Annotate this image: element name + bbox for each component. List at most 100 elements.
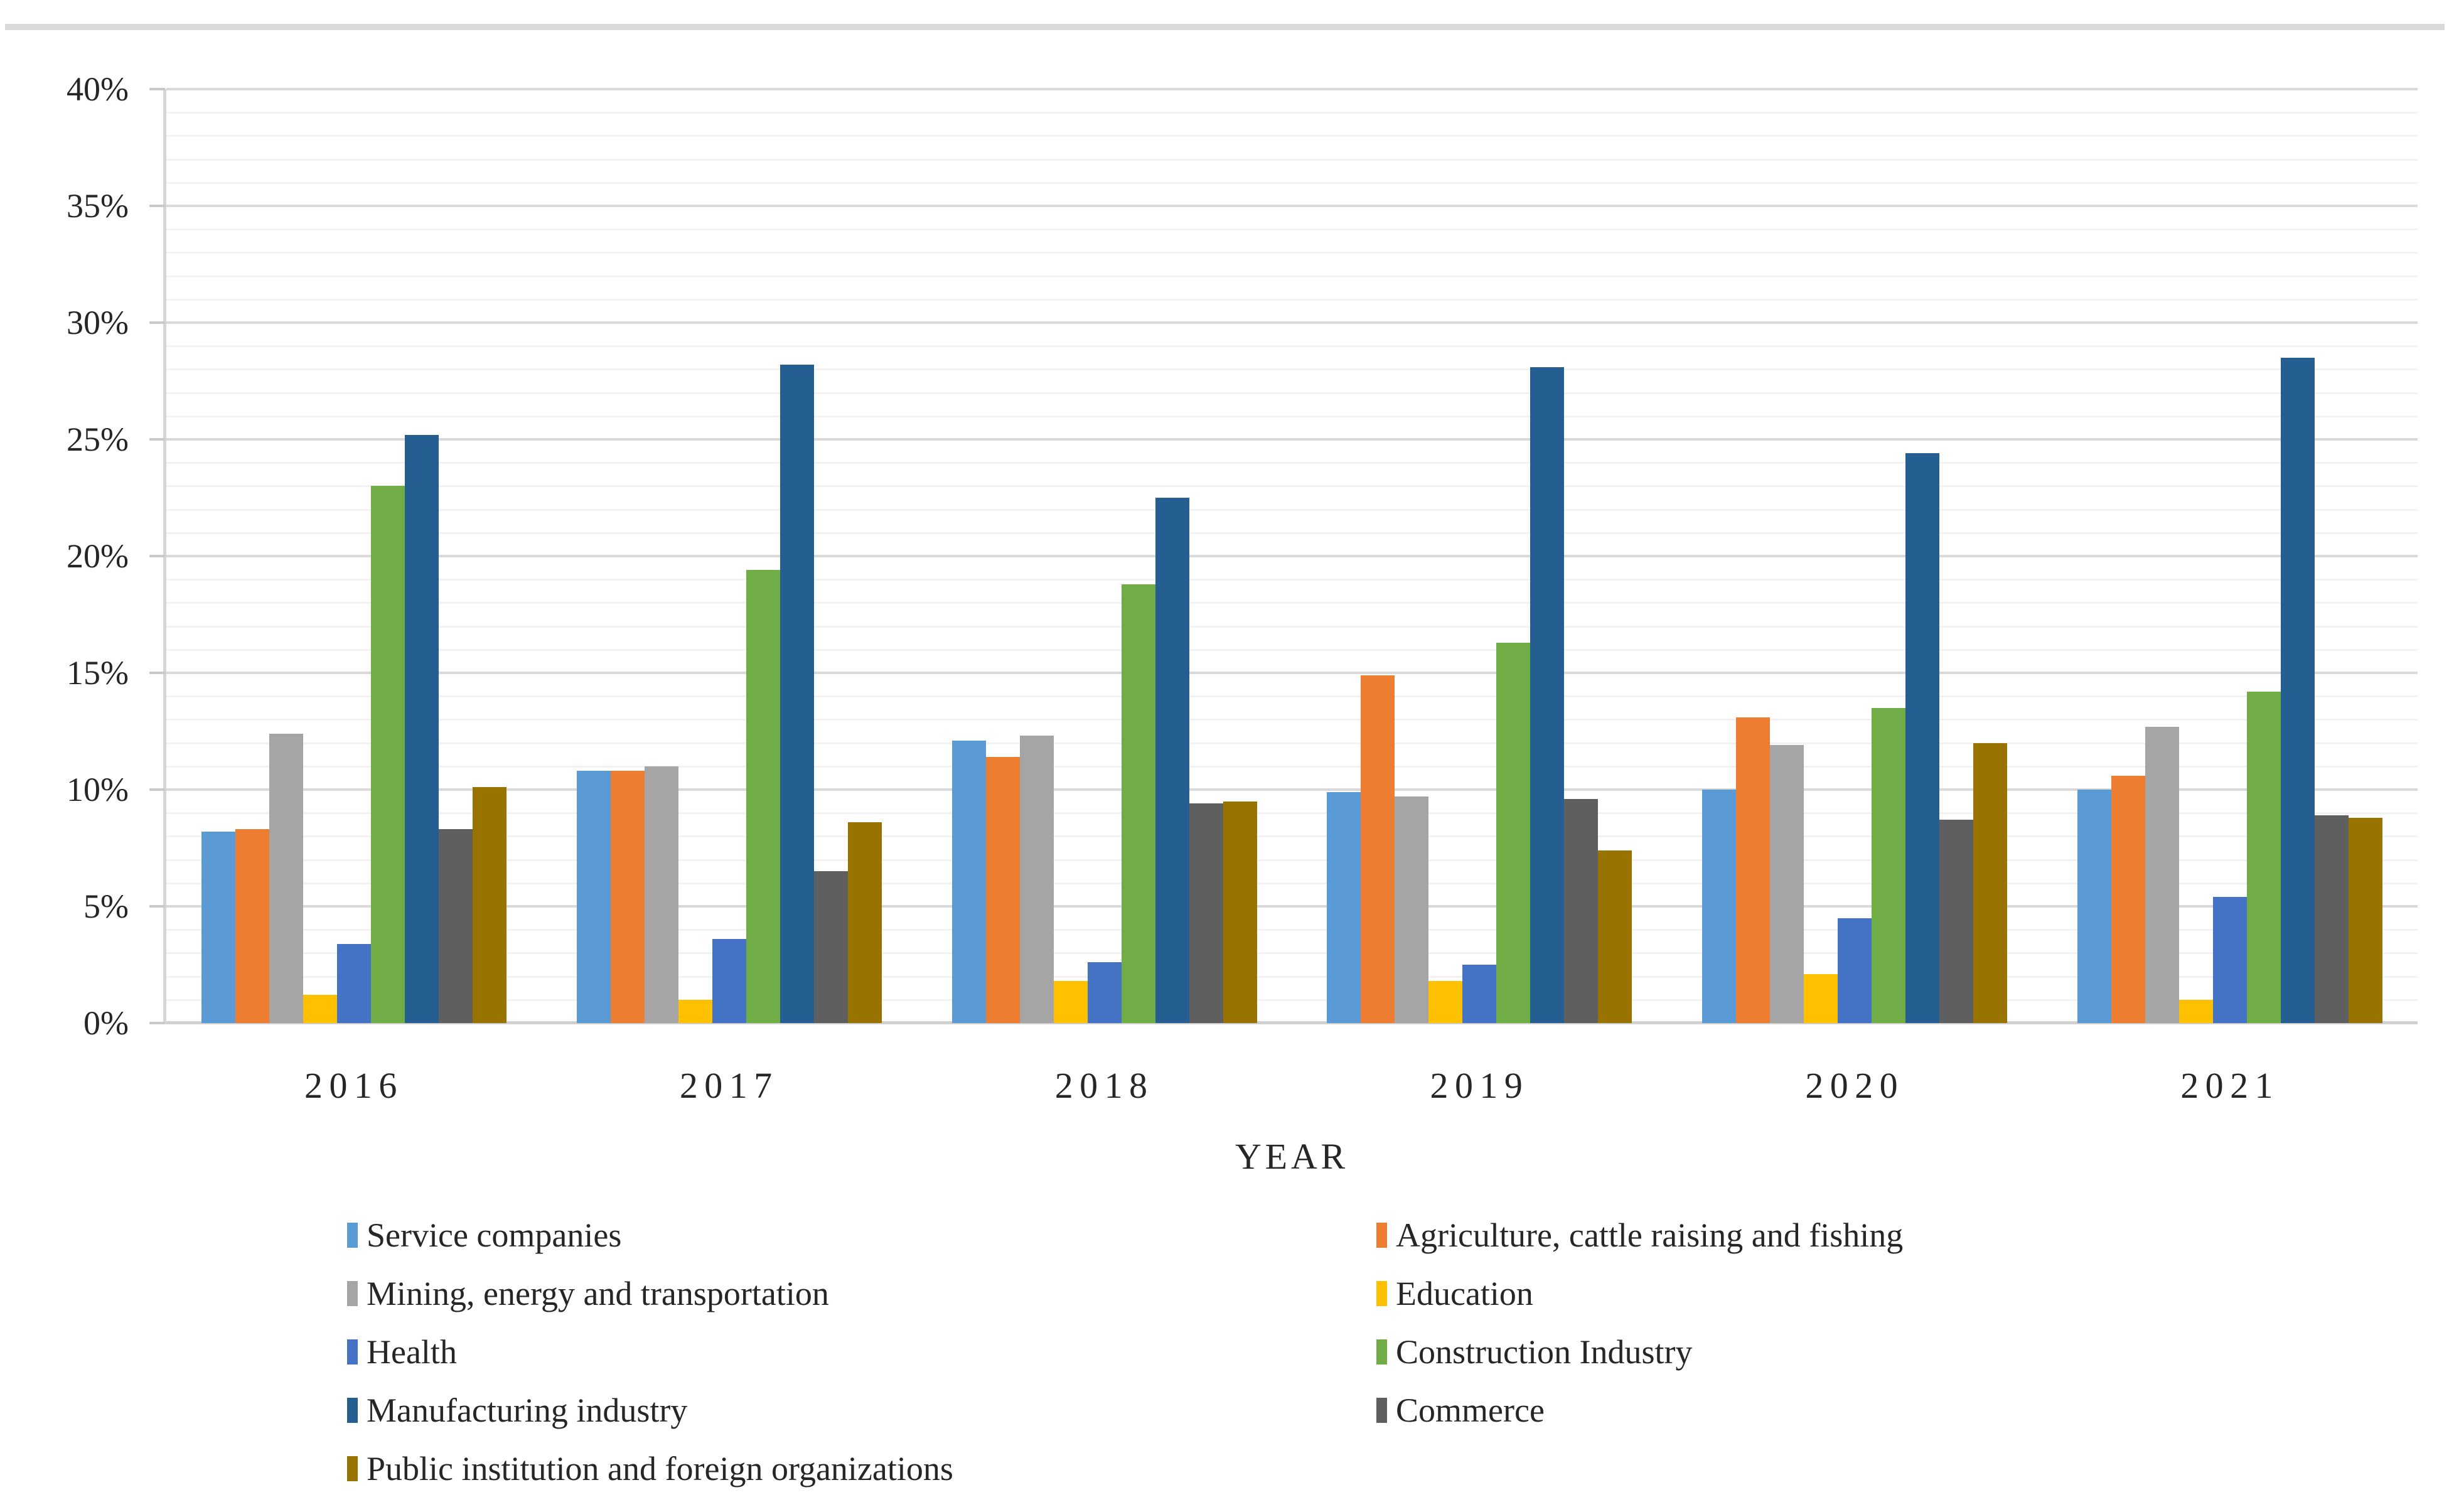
legend-swatch-icon — [347, 1456, 358, 1481]
legend-item-agriculture-cattle-raising-and-fishing: Agriculture, cattle raising and fishing — [1376, 1218, 1903, 1253]
y-tick-10% — [149, 788, 165, 791]
bar-2019-public-institution-and-foreign-organizations — [1598, 850, 1632, 1023]
legend-swatch-icon — [347, 1339, 358, 1365]
bar-2016-education — [303, 995, 337, 1023]
bar-2020-public-institution-and-foreign-organizations — [1973, 743, 2008, 1023]
bar-2017-service-companies — [576, 771, 611, 1023]
legend-label: Service companies — [367, 1216, 622, 1254]
bar-2021-health — [2213, 897, 2248, 1023]
legend-swatch-icon — [347, 1223, 358, 1248]
bar-2021-manufacturing-industry — [2281, 358, 2315, 1023]
bar-2016-service-companies — [201, 832, 235, 1023]
bar-2020-mining-energy-and-transportation — [1770, 745, 1804, 1023]
bar-2016-agriculture-cattle-raising-and-fishing — [235, 829, 269, 1023]
plot-area — [163, 88, 2418, 1024]
bar-2021-construction-industry — [2247, 692, 2281, 1023]
minor-gridline-2 — [166, 975, 2418, 978]
minor-gridline-26 — [166, 415, 2418, 417]
minor-gridline-12 — [166, 742, 2418, 744]
bar-2021-commerce — [2315, 815, 2349, 1023]
bar-group-2016 — [201, 435, 506, 1023]
bar-2016-manufacturing-industry — [404, 435, 439, 1023]
bar-2018-construction-industry — [1121, 584, 1155, 1023]
minor-gridline-27 — [166, 392, 2418, 394]
minor-gridline-11 — [166, 765, 2418, 768]
x-category-label-2019: 2019 — [1430, 1065, 1530, 1106]
legend-swatch-icon — [347, 1281, 358, 1306]
bar-2017-health — [712, 939, 746, 1023]
bar-2017-manufacturing-industry — [780, 365, 814, 1023]
legend-swatch-icon — [1376, 1223, 1387, 1248]
y-tick-40% — [149, 88, 165, 90]
y-tick-label-35%: 35% — [67, 187, 129, 225]
bar-2019-mining-energy-and-transportation — [1395, 796, 1429, 1023]
y-tick-5% — [149, 905, 165, 908]
major-gridline-15 — [166, 672, 2418, 674]
major-gridline-30 — [166, 321, 2418, 324]
bar-group-2017 — [576, 365, 882, 1023]
y-tick-label-40%: 40% — [67, 70, 129, 108]
major-gridline-40 — [166, 88, 2418, 90]
bar-2019-manufacturing-industry — [1530, 367, 1565, 1023]
minor-gridline-4 — [166, 929, 2418, 931]
bar-group-2021 — [2077, 358, 2383, 1023]
bar-2021-public-institution-and-foreign-organizations — [2349, 818, 2383, 1023]
y-tick-label-20%: 20% — [67, 537, 129, 575]
y-tick-label-30%: 30% — [67, 304, 129, 341]
legend-label: Education — [1396, 1275, 1533, 1312]
legend-item-health: Health — [347, 1334, 457, 1370]
major-gridline-35 — [166, 205, 2418, 207]
bar-2019-service-companies — [1327, 792, 1361, 1023]
y-tick-25% — [149, 438, 165, 441]
bar-2019-commerce — [1564, 799, 1599, 1023]
bar-2017-construction-industry — [746, 570, 780, 1023]
bar-2020-manufacturing-industry — [1905, 453, 1940, 1023]
bar-2018-manufacturing-industry — [1155, 498, 1189, 1023]
bar-2016-commerce — [438, 829, 473, 1023]
minor-gridline-33 — [166, 252, 2418, 254]
minor-gridline-13 — [166, 719, 2418, 721]
minor-gridline-22 — [166, 508, 2418, 511]
bar-2019-agriculture-cattle-raising-and-fishing — [1361, 675, 1395, 1023]
bar-2021-education — [2179, 1000, 2214, 1023]
y-tick-label-5%: 5% — [83, 887, 129, 925]
bar-2016-health — [336, 944, 371, 1023]
major-gridline-10 — [166, 788, 2418, 791]
y-tick-15% — [149, 672, 165, 674]
x-category-label-2020: 2020 — [1805, 1065, 1905, 1106]
legend-item-public-institution-and-foreign-organizations: Public institution and foreign organizat… — [347, 1451, 953, 1486]
bar-2019-construction-industry — [1496, 643, 1531, 1023]
legend-item-commerce: Commerce — [1376, 1393, 1545, 1428]
bar-2017-public-institution-and-foreign-organizations — [847, 822, 882, 1023]
minor-gridline-7 — [166, 859, 2418, 861]
bar-2020-health — [1838, 918, 1872, 1023]
legend-item-construction-industry: Construction Industry — [1376, 1334, 1692, 1370]
legend-swatch-icon — [1376, 1281, 1387, 1306]
minor-gridline-28 — [166, 368, 2418, 371]
minor-gridline-1 — [166, 999, 2418, 1001]
bar-group-2019 — [1327, 367, 1632, 1023]
bar-2020-construction-industry — [1872, 708, 1906, 1023]
bar-2016-public-institution-and-foreign-organizations — [472, 787, 506, 1023]
bar-2018-service-companies — [951, 741, 986, 1023]
minor-gridline-31 — [166, 298, 2418, 301]
y-tick-30% — [149, 321, 165, 324]
legend-swatch-icon — [1376, 1339, 1387, 1365]
x-category-label-2017: 2017 — [679, 1065, 779, 1106]
minor-gridline-21 — [166, 532, 2418, 534]
minor-gridline-32 — [166, 275, 2418, 277]
legend-label: Mining, energy and transportation — [367, 1275, 829, 1312]
bar-2017-commerce — [813, 871, 848, 1023]
major-gridline-5 — [166, 905, 2418, 908]
bar-2018-education — [1053, 981, 1088, 1023]
bar-group-2018 — [951, 498, 1257, 1023]
bar-2021-service-companies — [2077, 790, 2112, 1023]
bar-2020-education — [1804, 974, 1838, 1023]
bar-2016-construction-industry — [370, 486, 405, 1023]
x-category-label-2018: 2018 — [1054, 1065, 1154, 1106]
bar-2017-agriculture-cattle-raising-and-fishing — [610, 771, 645, 1023]
legend-label: Manufacturing industry — [367, 1391, 688, 1429]
y-tick-label-25%: 25% — [67, 421, 129, 458]
minor-gridline-14 — [166, 695, 2418, 698]
